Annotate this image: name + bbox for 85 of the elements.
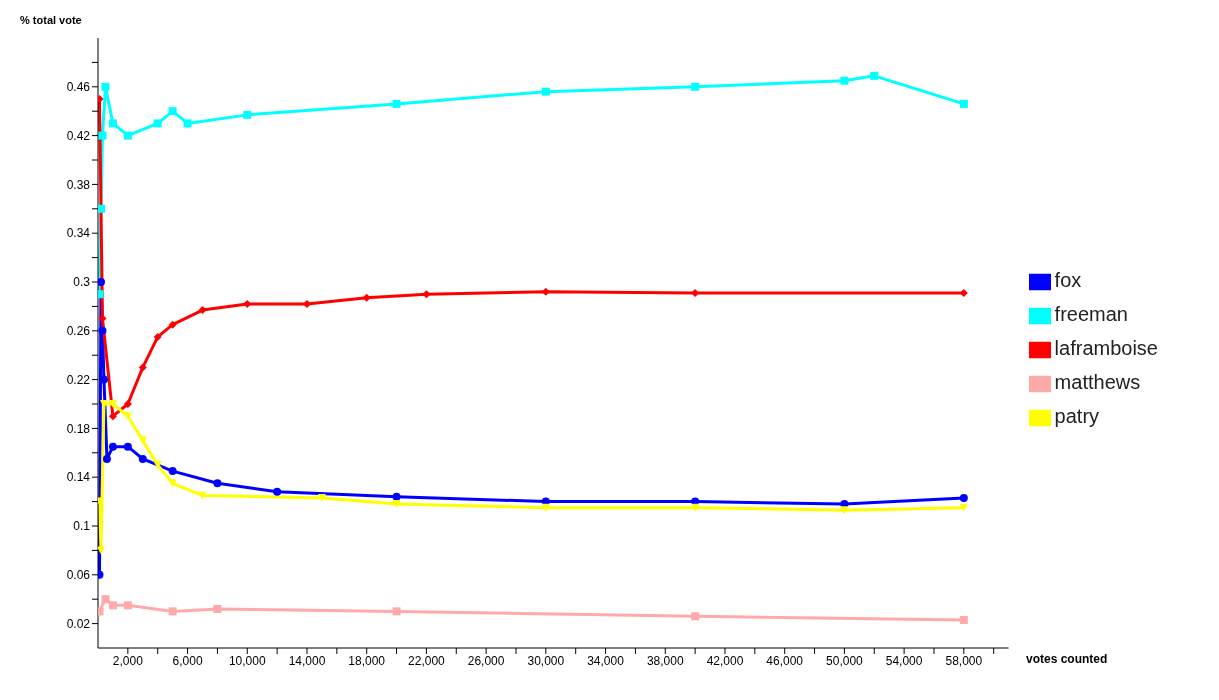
point: [273, 487, 282, 496]
point: [213, 479, 222, 488]
point: [541, 287, 550, 296]
point: [317, 493, 326, 502]
y-tick-label: 0.02: [66, 616, 91, 631]
point: [108, 400, 117, 408]
point: [213, 604, 222, 613]
x-tick-label: 34,000: [587, 653, 625, 668]
x-axis-title: votes counted: [1026, 652, 1108, 666]
y-tick-label: 0.22: [66, 372, 91, 387]
x-tick-label: 10,000: [228, 653, 266, 668]
point: [98, 204, 105, 213]
x-tick-label: 54,000: [885, 653, 923, 668]
point: [959, 615, 968, 624]
point: [108, 119, 117, 128]
x-tick-label: 14,000: [288, 653, 326, 668]
point: [691, 612, 700, 621]
point: [392, 607, 401, 616]
point: [153, 461, 162, 469]
point: [392, 99, 401, 108]
x-tick-label: 46,000: [766, 653, 804, 668]
x-tick-label: 50,000: [826, 653, 864, 668]
point: [870, 71, 879, 80]
point: [168, 467, 177, 476]
y-tick-label: 0.3: [73, 275, 91, 290]
y-tick-label: 0.14: [66, 470, 91, 485]
point: [183, 119, 192, 128]
point: [98, 546, 105, 555]
point: [392, 500, 401, 509]
point: [108, 601, 117, 610]
x-tick-label: 18,000: [348, 653, 386, 668]
y-tick-label: 0.1: [73, 519, 91, 534]
x-tick-label: 58,000: [945, 653, 983, 668]
point: [168, 320, 177, 329]
point: [101, 82, 110, 91]
point: [123, 601, 132, 610]
point: [98, 326, 107, 335]
x-tick-label: 30,000: [527, 653, 565, 668]
point: [102, 454, 111, 463]
point: [138, 363, 147, 372]
point: [691, 82, 700, 91]
y-tick-label: 0.42: [66, 128, 91, 143]
point: [98, 278, 105, 286]
point: [840, 76, 849, 85]
point: [168, 107, 177, 116]
point: [168, 607, 177, 616]
y-tick-label: 0.18: [66, 421, 91, 436]
x-tick-label: 22,000: [408, 653, 446, 668]
point: [138, 454, 147, 463]
point: [123, 442, 132, 451]
x-tick-label: 2,000: [112, 653, 144, 668]
x-tick-label: 38,000: [646, 653, 684, 668]
point: [243, 110, 252, 119]
x-tick-label: 42,000: [706, 653, 744, 668]
point: [959, 493, 968, 502]
point: [98, 131, 107, 140]
point: [108, 412, 117, 421]
legend-label: fox: [1054, 269, 1082, 291]
y-axis-title: % total vote: [20, 14, 82, 26]
point: [541, 87, 550, 96]
point: [153, 332, 162, 341]
point: [123, 131, 132, 140]
legend-label: matthews: [1054, 371, 1141, 393]
point: [98, 314, 107, 323]
point: [840, 506, 849, 515]
y-tick-label: 0.06: [66, 568, 91, 583]
point: [392, 492, 401, 501]
x-tick-label: 26,000: [467, 653, 505, 668]
point: [362, 293, 371, 302]
legend-label: laframboise: [1054, 337, 1158, 359]
x-tick-label: 6,000: [172, 653, 203, 668]
point: [108, 442, 117, 451]
y-tick-label: 0.38: [66, 177, 91, 192]
y-tick-label: 0.46: [66, 80, 91, 95]
point: [198, 306, 207, 315]
point: [123, 400, 132, 408]
point: [422, 290, 431, 299]
legend-label: patry: [1054, 405, 1100, 427]
point: [101, 595, 110, 604]
legend-label: freeman: [1054, 303, 1128, 325]
point: [959, 99, 968, 108]
y-tick-label: 0.34: [66, 226, 91, 241]
y-tick-label: 0.26: [66, 324, 91, 339]
point: [153, 119, 162, 128]
point: [168, 479, 177, 488]
